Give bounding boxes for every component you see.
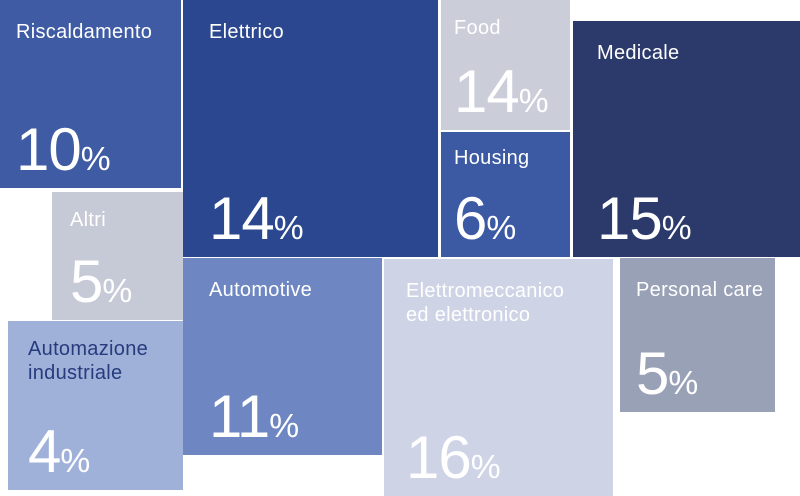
tile-value: 10% — [16, 116, 111, 183]
tile-label: Elettromeccanico ed elettronico — [406, 280, 565, 327]
tile-altri: Altri 5% — [52, 192, 183, 320]
tile-value: 4% — [28, 418, 91, 485]
tile-label: Elettrico — [209, 21, 284, 43]
tile-food: Food 14% — [441, 0, 570, 130]
tile-label: Altri — [70, 209, 106, 231]
tile-value: 15% — [597, 185, 692, 252]
tile-value: 5% — [636, 340, 699, 407]
tile-value: 11% — [209, 383, 300, 450]
tile-personal-care: Personal care 5% — [620, 258, 775, 412]
percent-sign: % — [80, 141, 111, 178]
tile-automotive: Automotive 11% — [183, 258, 382, 455]
percent-sign: % — [661, 210, 692, 247]
tile-riscaldamento: Riscaldamento 10% — [0, 0, 181, 188]
tile-medicale: Medicale 15% — [573, 21, 800, 257]
tile-automazione-industriale: Automazione industriale 4% — [8, 321, 183, 490]
percent-sign: % — [518, 83, 549, 120]
tile-label: Riscaldamento — [16, 21, 153, 43]
percent-sign: % — [60, 443, 91, 480]
tile-value: 5% — [70, 248, 133, 315]
tile-label: Automotive — [209, 279, 313, 301]
tile-elettrico: Elettrico 14% — [183, 0, 438, 257]
tile-value: 14% — [454, 58, 549, 125]
tile-value: 6% — [454, 185, 517, 252]
tile-value: 16% — [406, 424, 501, 491]
percent-sign: % — [486, 210, 517, 247]
percent-sign: % — [102, 273, 133, 310]
percent-sign: % — [273, 210, 304, 247]
tile-label: Medicale — [597, 42, 680, 64]
percent-sign: % — [668, 365, 699, 402]
percent-sign: % — [470, 449, 501, 486]
percent-sign: % — [269, 408, 300, 445]
tile-elettromeccanico-ed-elettronico: Elettromeccanico ed elettronico 16% — [384, 259, 613, 496]
tile-value: 14% — [209, 185, 304, 252]
tile-label: Food — [454, 17, 501, 39]
tile-label: Automazione industriale — [28, 338, 149, 385]
tile-label: Personal care — [636, 279, 764, 301]
tile-label: Housing — [454, 147, 530, 169]
tile-housing: Housing 6% — [441, 132, 570, 257]
